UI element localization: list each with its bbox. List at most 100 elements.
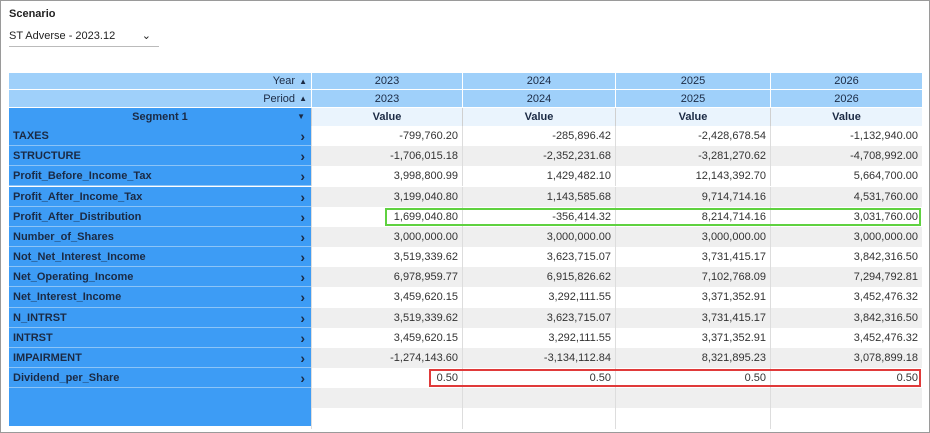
value-cell: 1,143,585.68 [462, 186, 615, 207]
icon: › [300, 188, 305, 205]
empty-cell [462, 408, 615, 429]
row-label[interactable]: STRUCTURE › [9, 146, 311, 167]
value-cell: -4,708,992.00 [770, 146, 922, 167]
value-cell-text: 6,915,826.62 [546, 271, 611, 284]
header-cell: 2026 [770, 90, 922, 108]
value-cell-text: 8,214,714.16 [701, 210, 766, 223]
value-cell-text: 0.50 [589, 372, 611, 385]
row-label[interactable]: Net_Interest_Income › [9, 287, 311, 308]
value-cell: 3,623,715.07 [462, 307, 615, 328]
empty-cell [311, 388, 462, 409]
empty-cell [615, 388, 770, 409]
value-cell-text: -356,414.32 [552, 210, 611, 223]
value-cell-text: 3,292,111.55 [548, 291, 611, 304]
value-cell: 3,292,111.55 [462, 287, 615, 308]
highlight-box [385, 207, 921, 226]
value-cell: -1,132,940.00 [770, 126, 922, 147]
value-cell: -2,352,231.68 [462, 146, 615, 167]
scenario-dropdown[interactable]: ST Adverse - 2023.12 ⌄ [9, 27, 159, 47]
header-label-text: Period [263, 93, 295, 105]
row-label[interactable]: Not_Net_Interest_Income › [9, 247, 311, 268]
value-cell-text: 3,199,040.80 [393, 190, 458, 203]
header-cell-text: 2023 [374, 75, 400, 87]
value-cell-text: 8,321,895.23 [701, 351, 766, 364]
row-label[interactable]: Profit_After_Income_Tax › [9, 186, 311, 207]
highlight-box [429, 369, 921, 388]
row-label[interactable]: Profit_After_Distribution › [9, 206, 311, 227]
icon: ▲ [299, 94, 307, 103]
row-label-text: Dividend_per_Share [13, 372, 120, 385]
header-label[interactable]: Period ▲ [9, 90, 311, 108]
value-cell: 6,915,826.62 [462, 267, 615, 288]
value-cell-text: -1,132,940.00 [850, 130, 918, 142]
value-cell: 3,731,415.17 [615, 247, 770, 268]
empty-cell [462, 388, 615, 409]
segment-header-text: Segment 1 [132, 111, 188, 123]
row-label[interactable]: Profit_Before_Income_Tax › [9, 166, 311, 187]
value-cell-text: 3,731,415.17 [701, 311, 766, 324]
value-cell: 3,371,352.91 [615, 327, 770, 348]
row-label[interactable]: INTRST › [9, 327, 311, 348]
header-cell-text: 2025 [680, 93, 706, 105]
row-label[interactable]: TAXES › [9, 126, 311, 147]
row-label[interactable]: Number_of_Shares › [9, 226, 311, 247]
value-cell: 6,978,959.77 [311, 267, 462, 288]
measure-header-text: Value [524, 111, 554, 123]
value-cell-text: 12,143,392.70 [695, 170, 766, 183]
value-cell: -1,274,143.60 [311, 347, 462, 369]
value-cell: 1,429,482.10 [462, 166, 615, 187]
row-label[interactable]: Dividend_per_Share › [9, 368, 311, 389]
dropdown-value: ST Adverse - 2023.12 [9, 30, 116, 42]
row-label[interactable]: Net_Operating_Income › [9, 267, 311, 288]
value-cell: 12,143,392.70 [615, 166, 770, 187]
segment-header[interactable]: Segment 1 ▼ [9, 108, 311, 126]
value-cell: -3,134,112.84 [462, 347, 615, 369]
value-cell: -799,760.20 [311, 126, 462, 147]
value-cell: 3,459,620.15 [311, 327, 462, 348]
value-cell-text: 0.50 [744, 372, 766, 385]
value-cell: 3,292,111.55 [462, 327, 615, 348]
row-label[interactable]: N_INTRST › [9, 307, 311, 328]
value-cell-text: -3,134,112.84 [543, 351, 611, 364]
measure-header: Value [770, 108, 922, 126]
value-cell-text: 3,459,620.15 [393, 291, 458, 304]
row-label-text: IMPAIRMENT [13, 351, 82, 364]
empty-cell [770, 388, 922, 409]
value-cell: 3,371,352.91 [615, 287, 770, 308]
empty-cell [770, 408, 922, 429]
row-label[interactable]: IMPAIRMENT › [9, 347, 311, 369]
row-label-text: Net_Operating_Income [13, 271, 134, 284]
value-cell-text: -2,352,231.68 [543, 150, 611, 163]
value-cell: 3,452,476.32 [770, 287, 922, 308]
value-cell-text: -4,708,992.00 [850, 150, 918, 163]
value-cell-text: 3,731,415.17 [701, 251, 766, 264]
icon: › [300, 370, 305, 387]
value-cell-text: 6,978,959.77 [393, 271, 458, 284]
measure-header: Value [462, 108, 615, 126]
value-cell-text: 7,102,768.09 [701, 271, 766, 284]
icon: › [300, 249, 305, 266]
value-cell: -2,428,678.54 [615, 126, 770, 147]
header-cell: 2023 [311, 90, 462, 108]
value-cell-text: -1,274,143.60 [390, 351, 458, 364]
icon: ▼ [297, 112, 305, 121]
row-label-text: STRUCTURE [13, 150, 81, 163]
value-cell: 0.50 [770, 368, 922, 389]
value-cell: 3,000,000.00 [311, 226, 462, 247]
value-cell-text: 3,842,316.50 [853, 251, 918, 264]
value-cell-text: 3,452,476.32 [853, 331, 918, 344]
row-label-filler [9, 388, 311, 426]
icon: › [300, 168, 305, 185]
value-cell: 5,664,700.00 [770, 166, 922, 187]
row-label-text: Net_Interest_Income [13, 291, 122, 304]
value-cell-text: 3,031,760.00 [853, 210, 918, 223]
header-label[interactable]: Year ▲ [9, 73, 311, 90]
header-cell: 2026 [770, 73, 922, 90]
icon: › [300, 349, 305, 366]
value-cell-text: 3,000,000.00 [853, 230, 918, 243]
value-cell-text: 1,429,482.10 [546, 170, 611, 183]
value-cell: 8,321,895.23 [615, 347, 770, 369]
value-cell: 7,294,792.81 [770, 267, 922, 288]
row-label-text: INTRST [13, 331, 53, 344]
